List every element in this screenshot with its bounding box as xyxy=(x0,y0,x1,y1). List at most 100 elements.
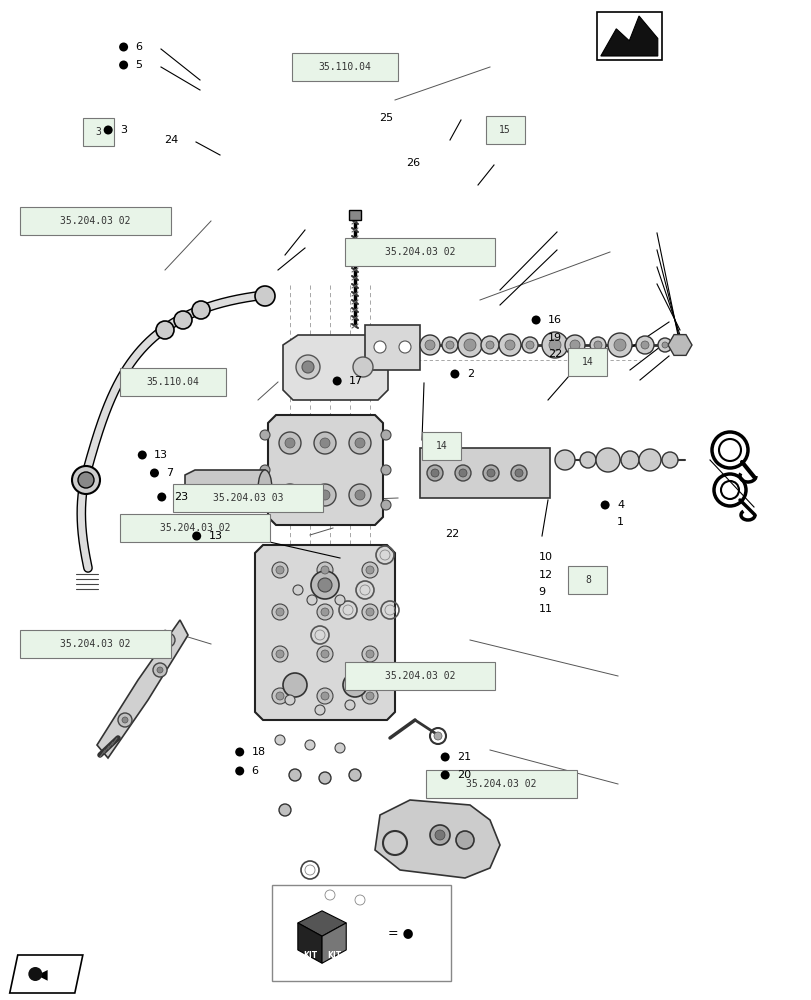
Circle shape xyxy=(192,532,201,540)
Circle shape xyxy=(104,125,113,134)
FancyBboxPatch shape xyxy=(83,118,114,146)
Circle shape xyxy=(342,673,367,697)
Circle shape xyxy=(276,692,284,700)
FancyBboxPatch shape xyxy=(173,484,323,512)
Circle shape xyxy=(316,604,333,620)
Circle shape xyxy=(362,646,378,662)
Circle shape xyxy=(320,438,329,448)
Circle shape xyxy=(362,688,378,704)
Circle shape xyxy=(150,468,159,478)
Circle shape xyxy=(276,650,284,658)
Text: 14: 14 xyxy=(581,357,593,367)
FancyBboxPatch shape xyxy=(345,662,495,690)
Polygon shape xyxy=(375,800,500,878)
Circle shape xyxy=(458,469,466,477)
Circle shape xyxy=(541,332,568,358)
Circle shape xyxy=(260,465,270,475)
Circle shape xyxy=(554,450,574,470)
Circle shape xyxy=(333,376,341,385)
Circle shape xyxy=(279,432,301,454)
Circle shape xyxy=(157,667,163,673)
Circle shape xyxy=(316,688,333,704)
FancyBboxPatch shape xyxy=(120,514,270,542)
Text: 35.204.03 02: 35.204.03 02 xyxy=(60,639,131,649)
Text: 17: 17 xyxy=(349,376,363,386)
Circle shape xyxy=(366,692,374,700)
Circle shape xyxy=(380,430,391,440)
Circle shape xyxy=(548,339,560,351)
FancyBboxPatch shape xyxy=(20,630,170,658)
Text: 21: 21 xyxy=(457,752,470,762)
Text: 6: 6 xyxy=(251,766,259,776)
Circle shape xyxy=(285,438,294,448)
Circle shape xyxy=(235,766,244,776)
FancyBboxPatch shape xyxy=(422,432,461,460)
FancyBboxPatch shape xyxy=(596,12,661,60)
Circle shape xyxy=(272,562,288,578)
Circle shape xyxy=(302,361,314,373)
Text: ◀: ◀ xyxy=(37,968,48,982)
Circle shape xyxy=(335,595,345,605)
Circle shape xyxy=(272,604,288,620)
Circle shape xyxy=(600,500,609,510)
Circle shape xyxy=(366,608,374,616)
Circle shape xyxy=(463,339,475,351)
Circle shape xyxy=(349,432,371,454)
Circle shape xyxy=(316,646,333,662)
Circle shape xyxy=(431,469,439,477)
Circle shape xyxy=(398,341,410,353)
Text: 13: 13 xyxy=(154,450,168,460)
Polygon shape xyxy=(298,911,345,936)
Circle shape xyxy=(569,340,579,350)
FancyBboxPatch shape xyxy=(426,770,576,798)
Circle shape xyxy=(440,752,449,762)
Circle shape xyxy=(316,562,333,578)
Circle shape xyxy=(362,562,378,578)
Circle shape xyxy=(307,595,316,605)
Circle shape xyxy=(366,650,374,658)
Circle shape xyxy=(314,432,336,454)
Circle shape xyxy=(456,831,474,849)
FancyBboxPatch shape xyxy=(485,116,524,144)
Circle shape xyxy=(638,449,660,471)
Circle shape xyxy=(272,646,288,662)
Text: 3: 3 xyxy=(95,127,101,137)
Circle shape xyxy=(157,492,166,502)
Circle shape xyxy=(590,337,605,353)
Circle shape xyxy=(531,316,540,324)
Text: 23: 23 xyxy=(174,492,187,502)
FancyBboxPatch shape xyxy=(568,348,607,376)
FancyBboxPatch shape xyxy=(419,448,549,498)
FancyBboxPatch shape xyxy=(349,210,361,220)
FancyBboxPatch shape xyxy=(365,325,419,370)
Circle shape xyxy=(283,673,307,697)
Text: 35.204.03 02: 35.204.03 02 xyxy=(384,247,455,257)
Text: 10: 10 xyxy=(538,552,551,562)
Circle shape xyxy=(28,967,42,981)
Text: 18: 18 xyxy=(251,747,265,757)
Circle shape xyxy=(314,484,336,506)
Polygon shape xyxy=(667,335,691,355)
Polygon shape xyxy=(97,620,188,758)
Text: 35.204.03 02: 35.204.03 02 xyxy=(466,779,536,789)
FancyBboxPatch shape xyxy=(568,566,607,594)
Text: 5: 5 xyxy=(135,60,143,70)
Circle shape xyxy=(499,334,521,356)
Circle shape xyxy=(607,333,631,357)
Circle shape xyxy=(260,430,270,440)
Circle shape xyxy=(564,335,584,355)
Polygon shape xyxy=(600,16,657,56)
Circle shape xyxy=(353,357,372,377)
Circle shape xyxy=(457,333,482,357)
Text: 15: 15 xyxy=(499,125,510,135)
Circle shape xyxy=(315,705,324,715)
Circle shape xyxy=(260,500,270,510)
Text: 3: 3 xyxy=(120,125,127,135)
Text: 26: 26 xyxy=(406,158,419,168)
Circle shape xyxy=(374,341,385,353)
Circle shape xyxy=(318,578,332,592)
Circle shape xyxy=(526,341,534,349)
Circle shape xyxy=(504,340,514,350)
Circle shape xyxy=(289,769,301,781)
Circle shape xyxy=(276,608,284,616)
